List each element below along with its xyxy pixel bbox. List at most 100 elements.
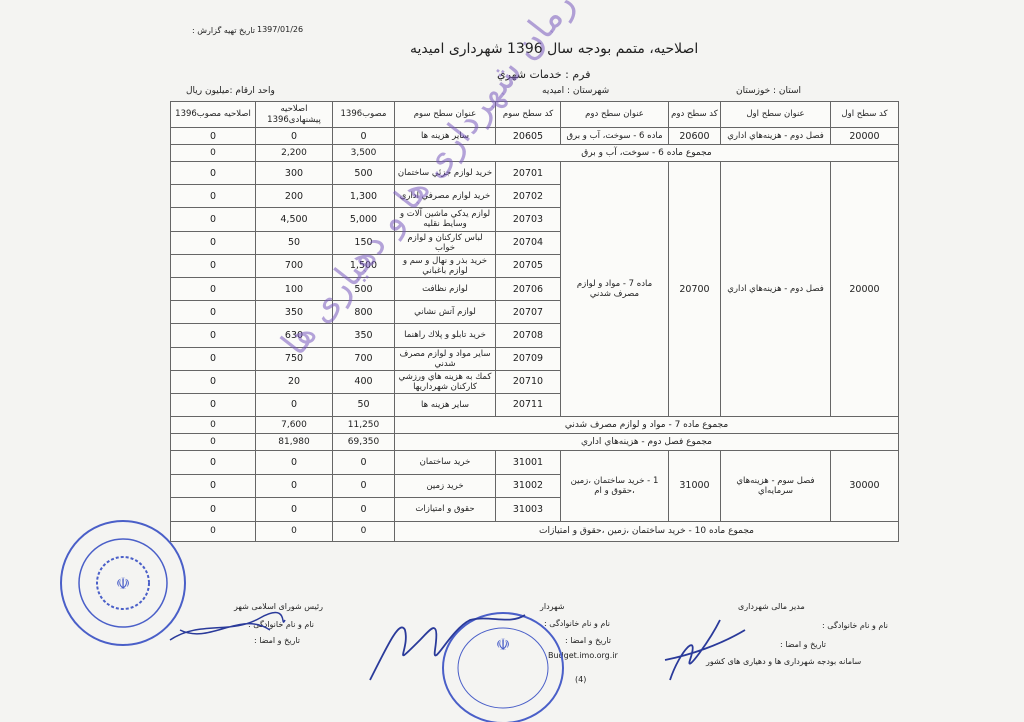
- col-header: عنوان سطح سوم: [394, 101, 496, 128]
- title3: خريد تابلو و پلاك راهنما: [394, 323, 496, 348]
- title3: لباس كاركنان و لوازم خواب: [394, 230, 496, 255]
- finance-role: مدير مالی شهرداری: [738, 602, 805, 611]
- page-number: (4): [575, 675, 587, 684]
- approved: 400: [332, 369, 395, 394]
- proposed: 20: [255, 369, 333, 394]
- finance-signature-icon: [664, 619, 746, 681]
- code3: 31002: [495, 473, 561, 499]
- code3: 20710: [495, 369, 561, 394]
- title1: فصل سوم - هزينه‌هاي سرمايه‌اي: [720, 450, 831, 522]
- code3: 20708: [495, 323, 561, 348]
- col-header: اصلاحيه مصوب1396: [170, 101, 256, 128]
- code3: 20707: [495, 300, 561, 325]
- amended: 0: [170, 346, 256, 371]
- code3: 20701: [495, 160, 561, 186]
- amended: 0: [170, 520, 256, 542]
- proposed: 350: [255, 300, 333, 325]
- code3: 20709: [495, 346, 561, 371]
- subtotal-label: مجموع ماده 10 - خريد ساختمان ،زمين ،حقوق…: [394, 520, 899, 542]
- code2: 20700: [668, 160, 721, 418]
- approved: 50: [332, 392, 395, 418]
- table-row: 31003 حقوق و امتيازات 0 0 0: [170, 497, 899, 522]
- title3: خريد بذر و نهال و سم و لوازم باغباني: [394, 253, 496, 278]
- col-header: مصوب1396: [332, 101, 395, 128]
- finance-name: نام و نام خانوادگی :: [822, 621, 888, 630]
- code3: 20704: [495, 230, 561, 255]
- council-name: نام و نام خانوادگی :: [248, 620, 314, 629]
- approved: 0: [332, 450, 395, 475]
- approved: 350: [332, 323, 395, 348]
- proposed: 750: [255, 346, 333, 371]
- approved: 0: [332, 473, 395, 499]
- table-row: 31002 خريد زمين 0 0 0: [170, 473, 899, 499]
- approved: 69,350: [332, 433, 395, 452]
- code1: 20000: [830, 127, 899, 145]
- code3: 20703: [495, 207, 561, 232]
- approved: 0: [332, 127, 395, 145]
- total-label: مجموع فصل دوم - هزينه‌هاي اداري: [394, 433, 899, 452]
- governorate-stamp-icon: ☫: [442, 612, 564, 722]
- table-row: 20000 فصل دوم - هزينه‌هاي اداري 20700 ماده …: [170, 160, 899, 418]
- col-header: عنوان سطح دوم: [560, 101, 669, 128]
- title1: فصل دوم - هزينه‌هاي اداري: [720, 160, 831, 418]
- finance-date: تاریخ و امضا :: [780, 640, 826, 649]
- header-row: کد سطح اول عنوان سطح اول کد سطح دوم عنوا…: [170, 101, 899, 128]
- mayor-role: شهردار: [540, 602, 565, 611]
- council-date: تاریخ و امضا :: [254, 636, 300, 645]
- table-row: 20000 فصل دوم - هزينه‌هاي اداري 20600 ما…: [170, 127, 899, 145]
- report-date: 1397/01/26: [257, 25, 304, 34]
- col-header: اصلاحيه پيشنهادی1396: [255, 101, 333, 128]
- code3: 31003: [495, 497, 561, 522]
- council-stamp-icon: ☫: [60, 520, 186, 646]
- page-title: اصلاحیه، متمم بودجه سال 1396 شهرداری امی…: [410, 41, 699, 57]
- subtotal-row: مجموع ماده 7 - مواد و لوازم مصرف شدني 11…: [170, 416, 899, 435]
- mayor-date: تاریخ و امضا :: [565, 636, 611, 645]
- amended: 0: [170, 433, 256, 452]
- svg-text:☫: ☫: [496, 635, 510, 654]
- approved: 700: [332, 346, 395, 371]
- approved: 500: [332, 160, 395, 186]
- amended: 0: [170, 300, 256, 325]
- title2: ماده 6 - سوخت، آب و برق: [560, 127, 669, 145]
- title3: حقوق و امتيازات: [394, 497, 496, 522]
- approved: 0: [332, 520, 395, 542]
- amended: 0: [170, 497, 256, 522]
- proposed: 0: [255, 497, 333, 522]
- form-name: فرم : خدمات شهري: [497, 68, 591, 81]
- proposed: 50: [255, 230, 333, 255]
- proposed: 7,600: [255, 416, 333, 435]
- proposed: 0: [255, 392, 333, 418]
- amended: 0: [170, 184, 256, 209]
- system-name: سامانه بودجه شهرداری ها و دهیاری های کشو…: [706, 657, 862, 666]
- report-date-label: تاریخ تهیه گزارش :: [192, 26, 255, 35]
- proposed: 0: [255, 520, 333, 542]
- amended: 0: [170, 230, 256, 255]
- approved: 11,250: [332, 416, 395, 435]
- code3: 20605: [495, 127, 561, 145]
- approved: 150: [332, 230, 395, 255]
- approved: 1,300: [332, 184, 395, 209]
- amended: 0: [170, 207, 256, 232]
- title3: لوازم يدكي ماشين آلات و وسايط نقليه: [394, 207, 496, 232]
- proposed: 81,980: [255, 433, 333, 452]
- subtotal-label: مجموع ماده 7 - مواد و لوازم مصرف شدني: [394, 416, 899, 435]
- proposed: 700: [255, 253, 333, 278]
- council-role: رئیس شورای اسلامی شهر: [234, 602, 323, 611]
- title3: لوازم نظافت: [394, 276, 496, 302]
- code2: 20600: [668, 127, 721, 145]
- col-header: عنوان سطح اول: [720, 101, 831, 128]
- proposed: 2,200: [255, 144, 333, 162]
- unit-label: واحد ارقام :میلیون ریال: [186, 86, 275, 96]
- col-header: کد سطح اول: [830, 101, 899, 128]
- proposed: 0: [255, 127, 333, 145]
- county: شهرستان : اميديه: [542, 86, 610, 96]
- title3: خريد لوازم جزئي ساختمان: [394, 160, 496, 186]
- amended: 0: [170, 473, 256, 499]
- proposed: 200: [255, 184, 333, 209]
- amended: 0: [170, 276, 256, 302]
- mayor-name: نام و نام خانوادگی :: [544, 619, 610, 628]
- approved: 0: [332, 497, 395, 522]
- subtotal-row: مجموع ماده 10 - خريد ساختمان ،زمين ،حقوق…: [170, 520, 899, 542]
- amended: 0: [170, 144, 256, 162]
- title3: خريد ساختمان: [394, 450, 496, 475]
